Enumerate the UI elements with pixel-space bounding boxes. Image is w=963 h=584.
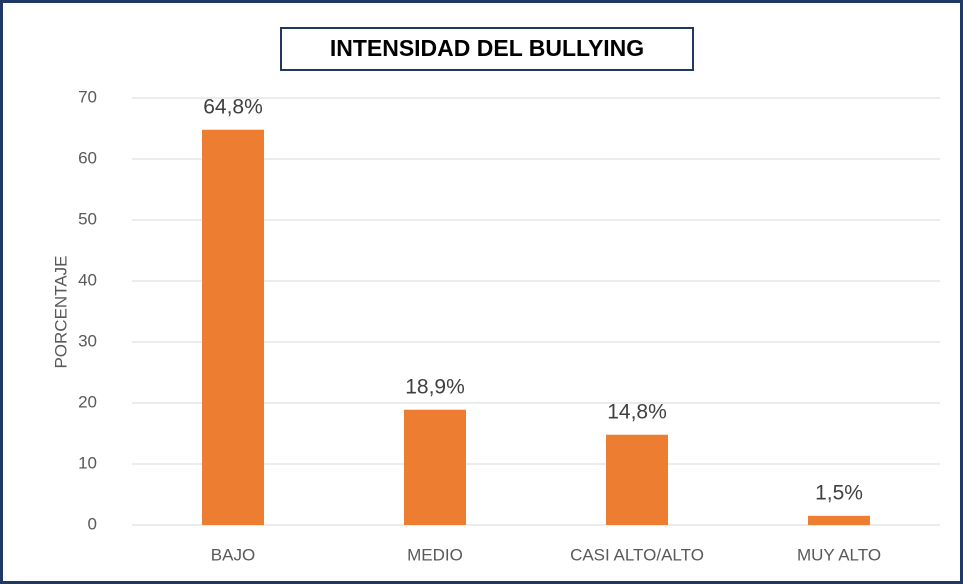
bar bbox=[606, 434, 668, 525]
bar bbox=[808, 515, 870, 525]
title-box bbox=[280, 27, 694, 71]
x-tick-label: CASI ALTO/ALTO bbox=[570, 545, 704, 564]
x-tick-label: MUY ALTO bbox=[797, 545, 881, 564]
y-tick-label: 60 bbox=[78, 148, 97, 167]
y-tick-label: 70 bbox=[78, 87, 97, 106]
y-tick-label: 20 bbox=[78, 392, 97, 411]
bar bbox=[404, 409, 466, 525]
chart-title: INTENSIDAD DEL BULLYING bbox=[330, 35, 644, 61]
y-tick-label: 0 bbox=[88, 514, 97, 533]
y-tick-label: 40 bbox=[78, 270, 97, 289]
x-tick-label: MEDIO bbox=[407, 545, 463, 564]
bar bbox=[202, 129, 264, 525]
y-tick-label: 10 bbox=[78, 453, 97, 472]
y-tick-label: 30 bbox=[78, 331, 97, 350]
value-label: 64,8% bbox=[203, 95, 263, 118]
value-label: 1,5% bbox=[815, 481, 863, 504]
value-label: 18,9% bbox=[405, 375, 465, 398]
y-axis-label: PORCENTAJE bbox=[51, 255, 70, 368]
y-tick-label: 50 bbox=[78, 209, 97, 228]
x-tick-label: BAJO bbox=[211, 545, 255, 564]
value-label: 14,8% bbox=[607, 400, 667, 423]
